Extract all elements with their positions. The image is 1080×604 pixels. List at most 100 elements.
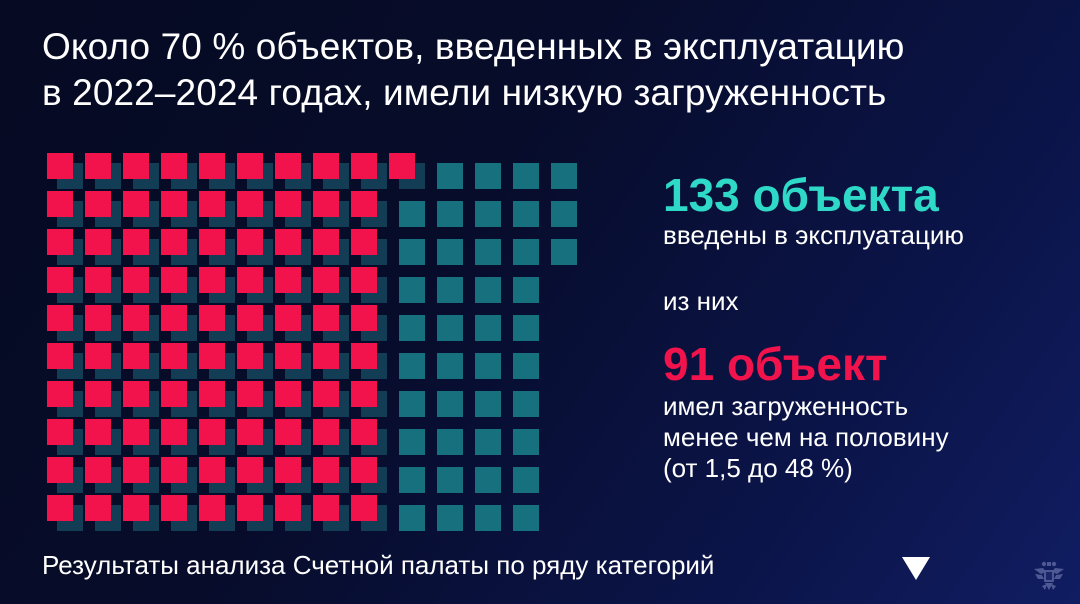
waffle-square-total <box>437 429 463 455</box>
waffle-square-low-load <box>199 267 225 293</box>
waffle-square-low-load <box>85 191 111 217</box>
waffle-square-total <box>513 239 539 265</box>
waffle-square-total <box>437 467 463 493</box>
footer-source-text: Результаты анализа Счетной палаты по ряд… <box>42 550 715 580</box>
waffle-square-low-load <box>47 343 73 369</box>
waffle-square-low-load <box>123 419 149 445</box>
waffle-square-total <box>437 353 463 379</box>
waffle-square-low-load <box>85 267 111 293</box>
waffle-square-low-load <box>161 381 187 407</box>
waffle-square-low-load <box>123 457 149 483</box>
waffle-square-low-load <box>275 419 301 445</box>
waffle-square-total <box>551 163 577 189</box>
waffle-square-total <box>475 429 501 455</box>
waffle-square-total <box>437 201 463 227</box>
total-objects-value: 133 объекта <box>663 169 939 221</box>
waffle-square-total <box>513 277 539 303</box>
triangle-down-icon[interactable] <box>902 557 930 580</box>
waffle-square-low-load <box>313 495 339 521</box>
waffle-square-low-load <box>237 305 263 331</box>
waffle-square-low-load <box>313 343 339 369</box>
waffle-square-total <box>475 163 501 189</box>
waffle-square-low-load <box>313 381 339 407</box>
waffle-square-low-load <box>47 381 73 407</box>
waffle-square-total <box>475 505 501 531</box>
waffle-chart <box>0 0 600 540</box>
title-line-1: Около 70 % объектов, введенных в эксплуа… <box>42 26 905 67</box>
waffle-square-low-load <box>199 191 225 217</box>
waffle-square-total <box>399 353 425 379</box>
waffle-square-low-load <box>275 229 301 255</box>
waffle-square-low-load <box>275 305 301 331</box>
waffle-square-low-load <box>85 381 111 407</box>
waffle-square-total <box>399 277 425 303</box>
waffle-square-low-load <box>47 267 73 293</box>
low-load-caption-3: (от 1,5 до 48 %) <box>663 453 853 483</box>
connector-text: из них <box>663 286 739 316</box>
low-load-value: 91 объект <box>663 338 888 390</box>
waffle-square-low-load <box>351 457 377 483</box>
waffle-square-low-load <box>161 457 187 483</box>
waffle-square-total <box>475 201 501 227</box>
waffle-square-low-load <box>161 191 187 217</box>
waffle-square-total <box>513 163 539 189</box>
waffle-square-low-load <box>123 495 149 521</box>
waffle-square-low-load <box>161 229 187 255</box>
waffle-square-low-load <box>47 457 73 483</box>
waffle-square-low-load <box>85 343 111 369</box>
waffle-square-total <box>437 315 463 341</box>
waffle-square-low-load <box>199 305 225 331</box>
waffle-square-low-load <box>351 153 377 179</box>
waffle-square-total <box>437 163 463 189</box>
waffle-square-low-load <box>313 191 339 217</box>
waffle-square-total <box>437 391 463 417</box>
low-load-stat: 91 объект имел загруженность менее чем н… <box>663 339 1063 484</box>
waffle-square-low-load <box>275 381 301 407</box>
waffle-square-low-load <box>123 343 149 369</box>
waffle-square-low-load <box>237 229 263 255</box>
waffle-square-total <box>399 201 425 227</box>
waffle-square-low-load <box>237 153 263 179</box>
waffle-square-low-load <box>47 229 73 255</box>
waffle-square-total <box>437 505 463 531</box>
total-objects-stat: 133 объекта введены в эксплуатацию <box>663 170 1063 251</box>
total-objects-caption: введены в эксплуатацию <box>663 220 964 250</box>
waffle-square-low-load <box>123 229 149 255</box>
waffle-square-low-load <box>161 267 187 293</box>
waffle-square-total <box>437 239 463 265</box>
waffle-square-low-load <box>389 153 415 179</box>
waffle-square-low-load <box>161 305 187 331</box>
waffle-square-low-load <box>199 495 225 521</box>
waffle-square-total <box>513 353 539 379</box>
waffle-square-low-load <box>351 267 377 293</box>
waffle-square-low-load <box>47 419 73 445</box>
waffle-square-low-load <box>275 457 301 483</box>
waffle-square-total <box>551 239 577 265</box>
waffle-square-low-load <box>85 457 111 483</box>
waffle-square-low-load <box>85 495 111 521</box>
waffle-square-low-load <box>123 381 149 407</box>
waffle-square-low-load <box>237 343 263 369</box>
waffle-square-low-load <box>237 419 263 445</box>
waffle-square-low-load <box>161 419 187 445</box>
waffle-square-low-load <box>275 191 301 217</box>
waffle-square-total <box>513 467 539 493</box>
waffle-square-low-load <box>199 381 225 407</box>
waffle-square-low-load <box>237 191 263 217</box>
waffle-square-low-load <box>237 381 263 407</box>
waffle-square-total <box>551 201 577 227</box>
waffle-square-low-load <box>123 191 149 217</box>
waffle-square-low-load <box>47 191 73 217</box>
waffle-square-low-load <box>275 153 301 179</box>
waffle-square-low-load <box>351 343 377 369</box>
waffle-square-low-load <box>47 153 73 179</box>
waffle-square-low-load <box>85 305 111 331</box>
waffle-square-low-load <box>351 419 377 445</box>
waffle-square-low-load <box>123 305 149 331</box>
waffle-square-low-load <box>161 495 187 521</box>
waffle-square-total <box>475 315 501 341</box>
title-line-2: в 2022–2024 годах, имели низкую загружен… <box>42 72 887 113</box>
waffle-square-low-load <box>351 305 377 331</box>
waffle-square-total <box>513 505 539 531</box>
waffle-square-low-load <box>313 229 339 255</box>
